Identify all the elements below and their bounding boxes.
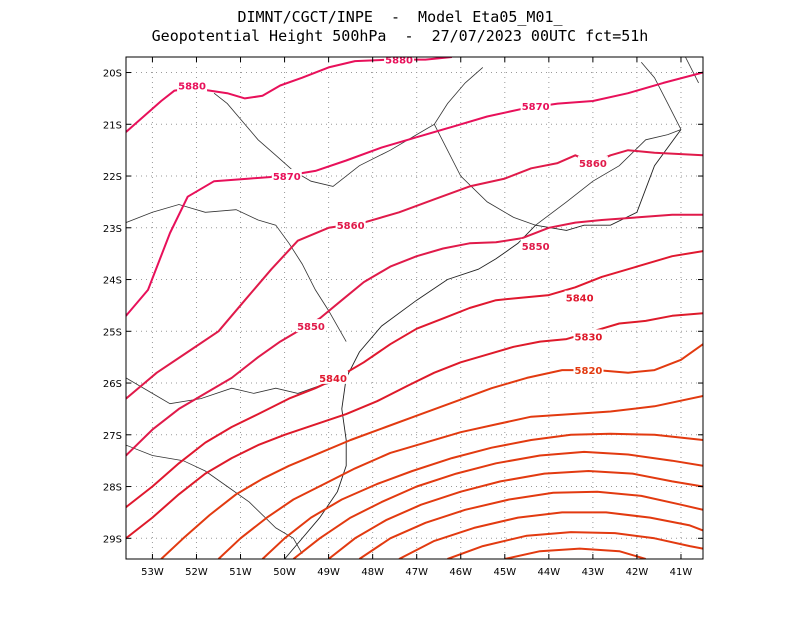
lat-tick-label: 20S <box>103 69 122 80</box>
contour-label: 5860 <box>579 159 607 170</box>
contour-label: 5840 <box>566 294 594 305</box>
state-border <box>535 129 682 226</box>
lon-tick-label: 41W <box>670 567 693 578</box>
contour-label-bg <box>564 290 595 304</box>
lon-tick-label: 43W <box>582 567 605 578</box>
contour-5750 <box>447 531 703 559</box>
contour-5860 <box>126 149 703 400</box>
contour-5820 <box>160 343 703 559</box>
contour-5770 <box>358 490 703 559</box>
map-content: 5880 5880 5870 5870 5860 5860 5850 5850 5840 5840… <box>126 56 703 559</box>
contour-label: 5880 <box>385 56 413 67</box>
contour-5810 <box>217 395 703 559</box>
state-border <box>126 377 342 405</box>
contour-label: 5840 <box>319 374 347 385</box>
lat-tick-label: 21S <box>103 120 122 131</box>
contour-label-bg <box>295 319 326 333</box>
state-border <box>433 124 536 226</box>
contour-label-bg <box>384 57 415 66</box>
coastline <box>284 129 682 559</box>
lat-tick-label: 29S <box>103 534 122 545</box>
lon-tick-label: 46W <box>449 567 472 578</box>
contour-5850 <box>126 213 703 457</box>
contour-label-bg <box>520 238 551 252</box>
contour-label: 5870 <box>522 102 550 113</box>
contour-5790 <box>292 450 703 559</box>
contour-5830 <box>126 312 703 540</box>
contour-label-bg <box>271 169 302 183</box>
contour-label: 5850 <box>522 242 550 253</box>
contour-label: 5820 <box>575 366 603 377</box>
title-line-1: DIMNT/CGCT/INPE - Model Eta05_M01_ <box>237 8 563 26</box>
contour-label-bg <box>318 370 349 384</box>
state-border <box>213 67 484 187</box>
contour-5760 <box>398 511 703 559</box>
contour-5780 <box>327 470 703 559</box>
contour-label: 5880 <box>178 81 206 92</box>
lon-tick-label: 47W <box>405 567 428 578</box>
lon-tick-label: 45W <box>493 567 516 578</box>
lon-tick-label: 52W <box>185 567 208 578</box>
lon-tick-label: 44W <box>538 567 561 578</box>
contour-label-bg <box>573 363 604 377</box>
contour-label-bg <box>573 329 604 343</box>
title-line-2: Geopotential Height 500hPa - 27/07/2023 … <box>151 27 649 45</box>
contour-label-bg <box>577 156 608 170</box>
contour-label: 5870 <box>273 172 301 183</box>
state-border <box>685 57 699 84</box>
lat-tick-label: 28S <box>103 483 122 494</box>
state-border <box>126 204 347 342</box>
lon-tick-label: 42W <box>626 567 649 578</box>
contour-label-bg <box>335 218 366 232</box>
contour-label: 5830 <box>575 332 603 343</box>
lat-tick-label: 23S <box>103 224 122 235</box>
contour-5870 <box>126 71 703 317</box>
lon-tick-label: 49W <box>317 567 340 578</box>
contour-label-bg <box>520 99 551 113</box>
lon-tick-label: 53W <box>141 567 164 578</box>
contour-5880 <box>126 57 452 133</box>
lon-tick-label: 50W <box>273 567 296 578</box>
state-border <box>640 61 682 130</box>
contour-5740 <box>504 547 646 559</box>
map-frame <box>125 56 704 560</box>
lat-tick-label: 24S <box>103 276 122 287</box>
lat-tick-label: 25S <box>103 327 122 338</box>
lon-tick-label: 51W <box>229 567 252 578</box>
contour-5840 <box>126 250 703 508</box>
contour-5800 <box>261 432 703 559</box>
contour-label: 5850 <box>297 322 325 333</box>
lon-tick-label: 48W <box>361 567 384 578</box>
contour-label: 5860 <box>337 221 365 232</box>
contour-label-bg <box>177 78 208 92</box>
lat-tick-label: 22S <box>103 172 122 183</box>
lat-tick-label: 26S <box>103 379 122 390</box>
lat-tick-label: 27S <box>103 431 122 442</box>
